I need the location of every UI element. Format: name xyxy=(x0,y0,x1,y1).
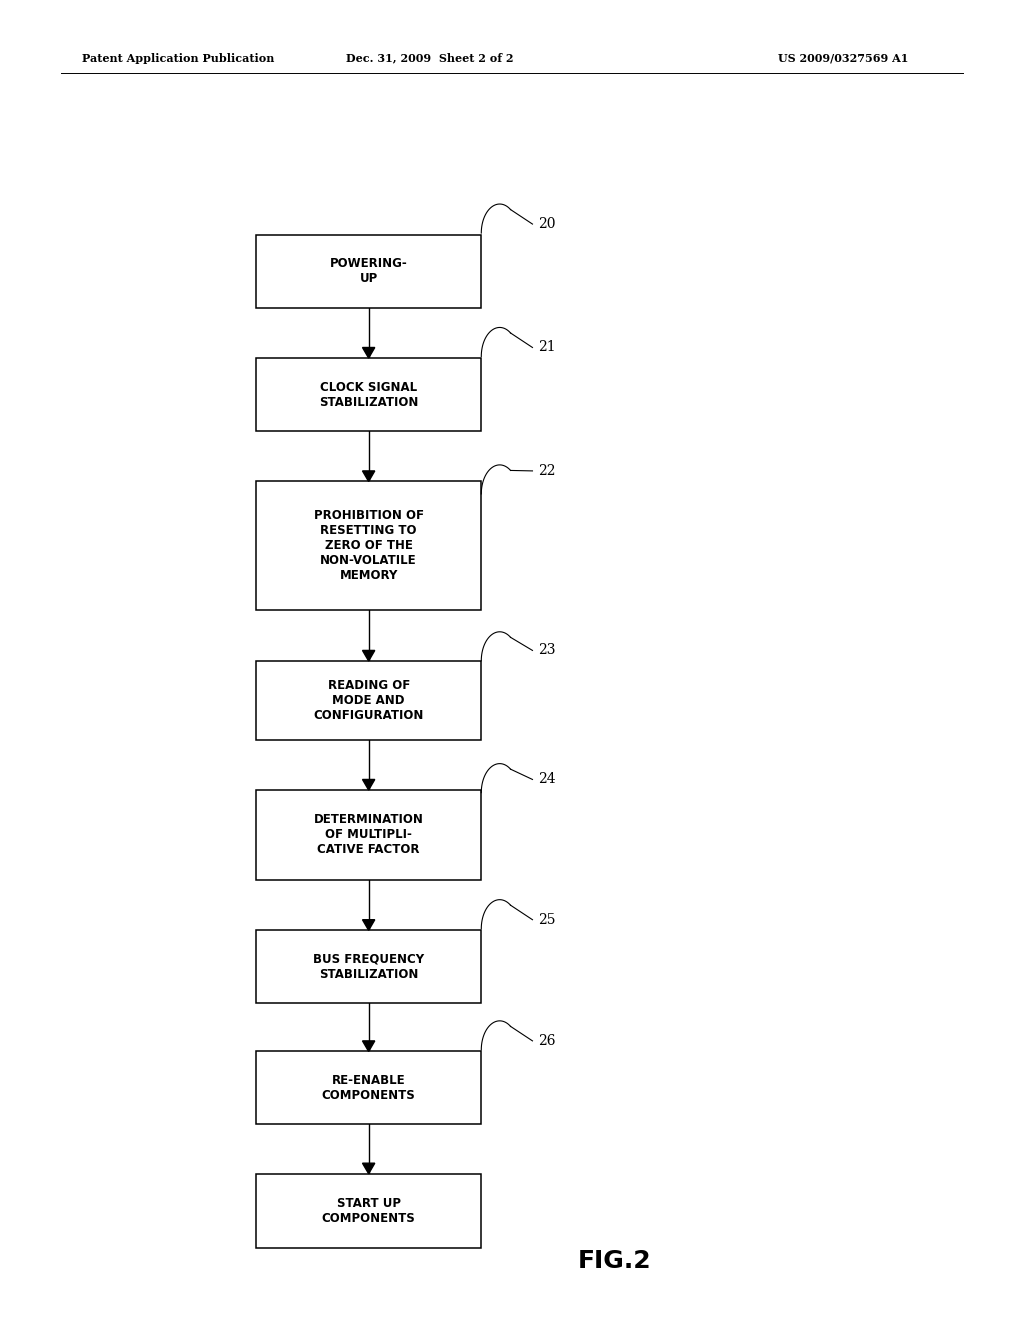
Text: 20: 20 xyxy=(538,216,555,231)
Text: 25: 25 xyxy=(538,912,555,927)
Text: 21: 21 xyxy=(538,341,555,355)
Text: 24: 24 xyxy=(538,772,555,787)
Text: US 2009/0327569 A1: US 2009/0327569 A1 xyxy=(778,53,908,63)
Text: FIG.2: FIG.2 xyxy=(578,1249,651,1272)
Text: Dec. 31, 2009  Sheet 2 of 2: Dec. 31, 2009 Sheet 2 of 2 xyxy=(346,53,514,63)
Text: RE-ENABLE
COMPONENTS: RE-ENABLE COMPONENTS xyxy=(322,1074,416,1102)
Text: POWERING-
UP: POWERING- UP xyxy=(330,257,408,285)
Text: START UP
COMPONENTS: START UP COMPONENTS xyxy=(322,1197,416,1225)
Text: DETERMINATION
OF MULTIPLI-
CATIVE FACTOR: DETERMINATION OF MULTIPLI- CATIVE FACTOR xyxy=(313,813,424,857)
Text: Patent Application Publication: Patent Application Publication xyxy=(82,53,274,63)
Text: BUS FREQUENCY
STABILIZATION: BUS FREQUENCY STABILIZATION xyxy=(313,953,424,981)
Text: 22: 22 xyxy=(538,463,555,478)
Text: 26: 26 xyxy=(538,1034,555,1048)
Text: 23: 23 xyxy=(538,643,555,657)
Text: PROHIBITION OF
RESETTING TO
ZERO OF THE
NON-VOLATILE
MEMORY: PROHIBITION OF RESETTING TO ZERO OF THE … xyxy=(313,510,424,582)
Text: READING OF
MODE AND
CONFIGURATION: READING OF MODE AND CONFIGURATION xyxy=(313,678,424,722)
Text: CLOCK SIGNAL
STABILIZATION: CLOCK SIGNAL STABILIZATION xyxy=(318,380,419,408)
